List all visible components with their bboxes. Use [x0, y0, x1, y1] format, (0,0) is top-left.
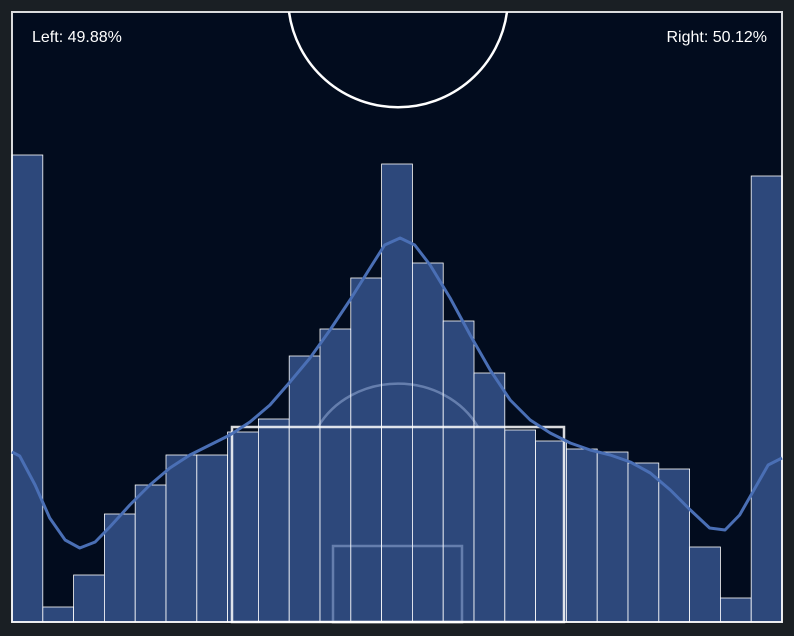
- bar: [319, 328, 352, 623]
- bar: [627, 462, 660, 623]
- bar: [442, 320, 475, 623]
- bar: [196, 454, 229, 623]
- bar: [11, 154, 44, 623]
- pitch-outline: [11, 11, 783, 623]
- bar: [504, 429, 536, 623]
- bar: [73, 574, 105, 623]
- bar: [566, 448, 598, 623]
- left-share: Left: 49.88%: [32, 29, 122, 46]
- centre-circle: [287, 11, 509, 109]
- bar: [165, 454, 198, 623]
- bar: [750, 175, 783, 623]
- bar: [473, 372, 506, 623]
- bar: [257, 418, 290, 623]
- bar: [350, 277, 382, 623]
- bar: [411, 262, 444, 623]
- bar: [104, 513, 136, 623]
- bar: [381, 163, 413, 623]
- bar: [288, 355, 321, 623]
- bar: [535, 440, 567, 623]
- bar: [720, 597, 752, 623]
- density-line: [11, 236, 783, 550]
- right-share: Right: 50.12%: [666, 29, 767, 46]
- bar: [42, 606, 74, 623]
- bar: [134, 484, 167, 623]
- bar: [596, 451, 629, 623]
- bar: [689, 546, 721, 623]
